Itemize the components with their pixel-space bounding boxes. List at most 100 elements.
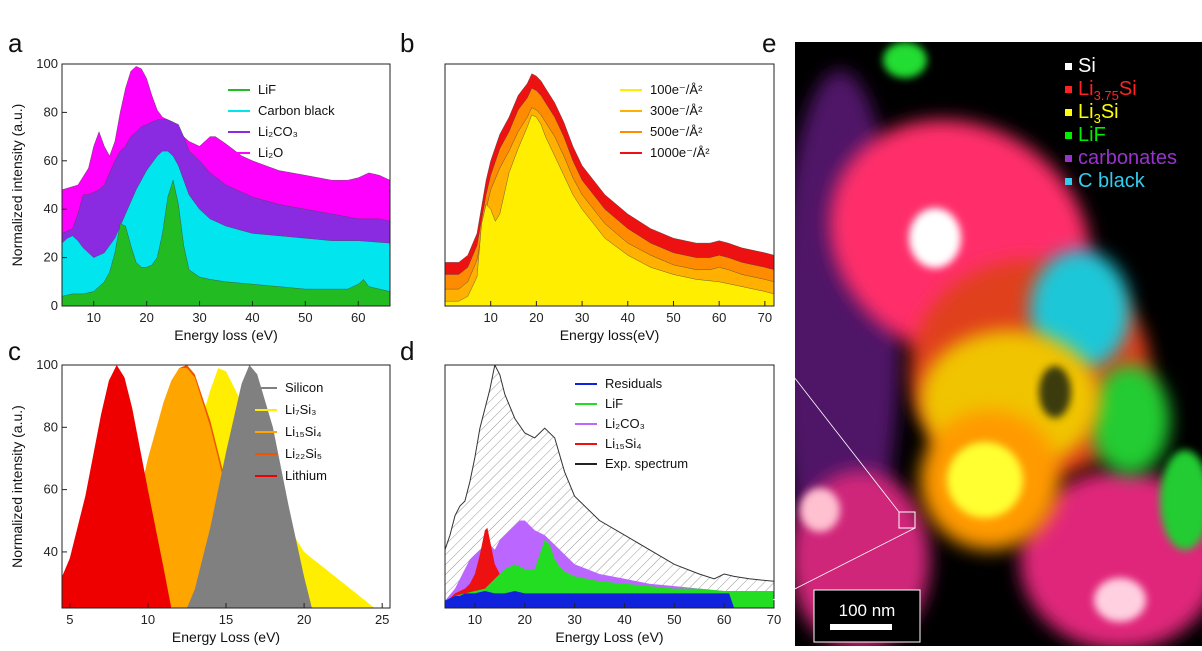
series-area-b-100e- [445,114,774,306]
x-tick-label-b: 70 [758,310,772,325]
panel-label-c: c [8,336,21,366]
series-area-c-silicon [187,365,312,608]
map-region [1020,470,1202,646]
legend-entry-d: LiF [605,396,623,411]
legend-entry-a: Li₂O [258,145,283,160]
y-tick-label-a: 60 [44,153,58,168]
legend-entry-b: 500e⁻/Å² [650,124,703,139]
x-tick-label-d: 60 [717,612,731,627]
plot-area-d [445,365,774,608]
panel-c: c 5 10 15 20 25 40 60 80 100 Energy Loss (eV) Norma… [8,336,391,645]
x-tick-label-b: 60 [712,310,726,325]
legend-entry-c: Silicon [285,380,323,395]
y-tick-label-a: 100 [36,56,58,71]
x-tick-label-c: 10 [141,612,155,627]
map-legend-swatch [1065,178,1072,185]
map-region [1094,578,1146,622]
x-tick-label-d: 10 [468,612,482,627]
map-region [800,488,840,532]
legend-entry-d: Li₂CO₃ [605,416,645,431]
scale-bar-box [813,589,921,643]
x-tick-label-a: 50 [298,310,312,325]
legend-entry-a: Carbon black [258,103,335,118]
x-tick-label-c: 5 [66,612,73,627]
x-tick-label-c: 20 [297,612,311,627]
x-axis-label-b: Energy loss(eV) [560,327,660,343]
y-tick-label-a: 20 [44,250,58,265]
panel-label-a: a [8,28,23,58]
y-tick-label-c: 40 [44,544,58,559]
x-axis-label-c: Energy Loss (eV) [172,629,280,645]
panel-b: b 10 20 30 40 50 60 70 Energy loss(eV) 100e⁻/Å² 30… [400,28,775,343]
x-tick-label-d: 70 [767,612,781,627]
legend-entry-c: Lithium [285,468,327,483]
map-legend-swatch [1065,86,1072,93]
map-legend-entry: Li3Si [1078,101,1119,126]
legend-entry-b: 300e⁻/Å² [650,103,703,118]
legend-d: Residuals LiF Li₂CO₃ Li₁₅Si₄ Exp. spectrum [575,376,688,471]
x-tick-label-d: 40 [617,612,631,627]
legend-c: Silicon Li₇Si₃ Li₁₅Si₄ Li₂₂Si₅ Lithium [255,380,327,483]
legend-entry-c: Li₂₂Si₅ [285,446,322,461]
legend-b: 100e⁻/Å² 300e⁻/Å² 500e⁻/Å² 1000e⁻/Å² [620,82,710,160]
plot-area-b [445,73,774,306]
map-inset-box [898,511,916,529]
map-region [1090,365,1170,475]
map-image [795,42,1202,646]
x-axis-label-d: Energy Loss (eV) [555,629,663,645]
map-legend-swatch [1065,155,1072,162]
legend-entry-a: LiF [258,82,276,97]
x-tick-label-a: 10 [87,310,101,325]
map-legend-entry: LiF [1078,124,1106,146]
y-axis-label-a: Normalized intensity (a.u.) [9,104,25,267]
legend-entry-b: 100e⁻/Å² [650,82,703,97]
map-region [1160,450,1202,550]
legend-a: LiF Carbon black Li₂CO₃ Li₂O [228,82,335,160]
y-tick-label-c: 60 [44,482,58,497]
x-tick-label-d: 30 [567,612,581,627]
series-area-c-lithium [62,365,172,608]
series-area-d-lif [445,540,774,608]
panel-d: d 10 20 30 40 50 60 70 Energy Loss (eV) Residuals… [400,336,781,645]
scale-bar [830,624,892,630]
map-region [947,442,1023,518]
x-tick-label-b: 20 [529,310,543,325]
legend-entry-a: Li₂CO₃ [258,124,298,139]
plot-area-a [62,66,390,306]
zoom-line [772,527,916,601]
map-legend-entry: C black [1078,170,1146,192]
map-region [883,42,927,78]
map-region [909,208,961,268]
x-tick-label-b: 50 [666,310,680,325]
series-area-a-lif [62,179,390,306]
y-tick-label-a: 40 [44,201,58,216]
axes-frame-d [444,364,775,609]
legend-entry-c: Li₇Si₃ [285,402,316,417]
scale-bar-label: 100 nm [839,601,896,620]
legend-entry-c: Li₁₅Si₄ [285,424,322,439]
legend-entry-d: Residuals [605,376,663,391]
series-area-d-residuals [445,591,774,608]
x-tick-label-b: 10 [483,310,497,325]
map-legend-entry: Li3.75Si [1078,78,1137,103]
panel-label-b: b [400,28,414,58]
y-tick-label-c: 100 [36,357,58,372]
x-tick-label-d: 20 [518,612,532,627]
y-tick-label-a: 80 [44,104,58,119]
x-tick-label-b: 30 [575,310,589,325]
map-legend-entry: Si [1078,55,1096,77]
map-legend-entry: carbonates [1078,147,1177,169]
legend-entry-d: Li₁₅Si₄ [605,436,642,451]
zoom-line [786,367,900,513]
panel-label-e: e [762,28,776,58]
x-axis-label-a: Energy loss (eV) [174,327,277,343]
axes-frame-b [444,63,775,307]
x-tick-label-a: 60 [351,310,365,325]
plot-area-c [62,365,375,608]
x-tick-label-d: 50 [667,612,681,627]
map-legend-swatch [1065,132,1072,139]
x-tick-label-c: 25 [375,612,389,627]
map-legend-swatch [1065,109,1072,116]
